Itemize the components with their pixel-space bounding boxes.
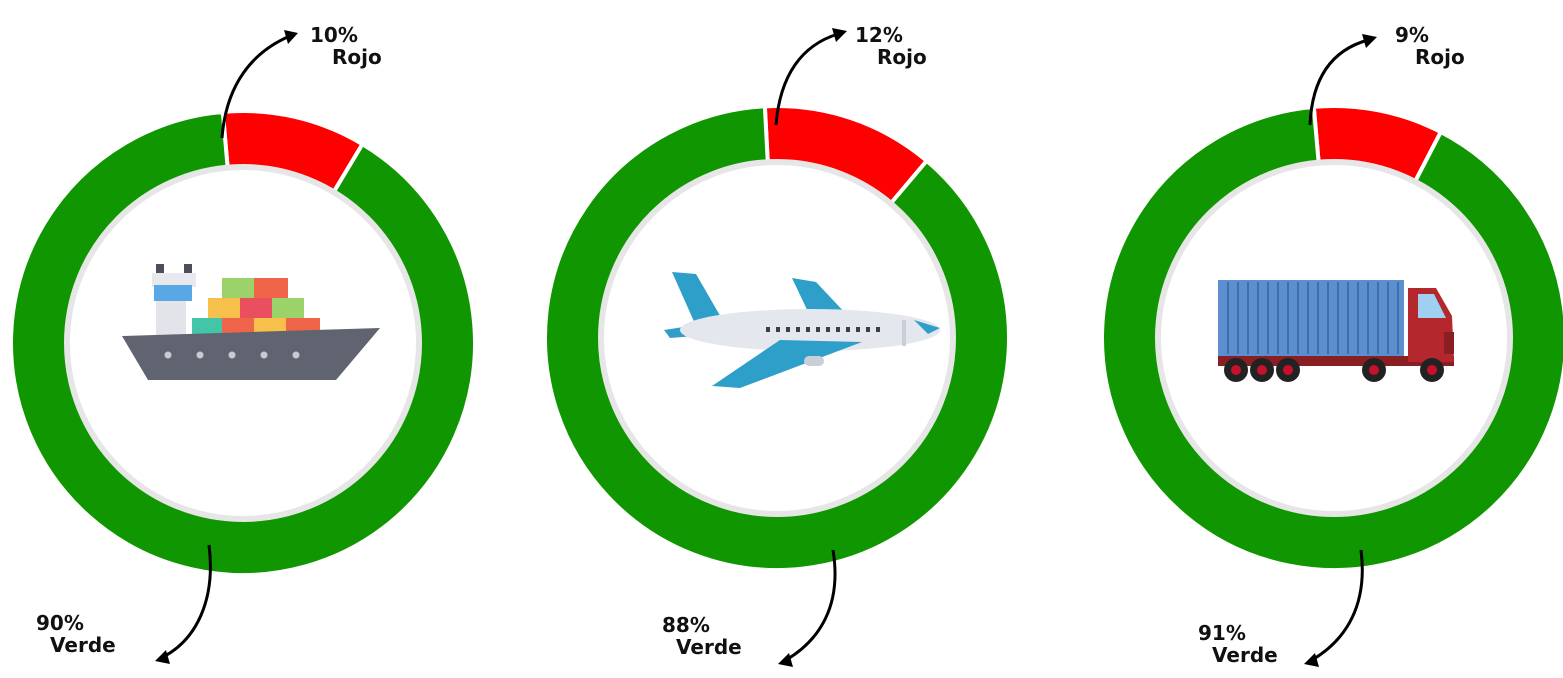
- arrow-rojo: [1308, 38, 1369, 126]
- arrowhead-verde: [1304, 653, 1319, 667]
- donut-svg: [9, 30, 477, 664]
- donut-arcs: [9, 109, 477, 577]
- donut-chart-airplane: 12% Rojo 88% Verde: [520, 0, 1040, 678]
- donut-chart-ship: 10% Rojo 90% Verde: [0, 0, 520, 678]
- ship-icon: [122, 264, 380, 380]
- name-rojo: Rojo: [877, 45, 927, 69]
- name-verde: Verde: [1212, 643, 1278, 667]
- donut-svg: [1100, 34, 1563, 667]
- donut-svg: [543, 28, 1011, 667]
- truck-icon: [1218, 280, 1454, 382]
- label-verde: 88% Verde: [662, 614, 742, 658]
- donut-arcs: [543, 104, 1011, 572]
- name-verde: Verde: [50, 633, 116, 657]
- inner-ring: [64, 164, 422, 522]
- arrow-verde: [785, 549, 837, 662]
- arrowhead-verde: [778, 653, 793, 667]
- name-rojo: Rojo: [332, 45, 382, 69]
- label-rojo: 9% Rojo: [1395, 24, 1465, 68]
- pct-verde: 90%: [36, 611, 84, 635]
- label-verde: 90% Verde: [36, 612, 116, 656]
- pct-rojo: 10%: [310, 23, 358, 47]
- name-verde: Verde: [676, 635, 742, 659]
- slice-verde: [1100, 104, 1563, 572]
- arrowhead-rojo: [1362, 34, 1377, 48]
- airplane-icon: [664, 272, 940, 388]
- label-verde: 91% Verde: [1198, 622, 1278, 666]
- slice-verde: [9, 109, 477, 577]
- arrowhead-rojo: [284, 30, 298, 44]
- slice-verde: [543, 104, 1011, 572]
- label-rojo: 10% Rojo: [310, 24, 382, 68]
- inner-ring: [598, 159, 956, 517]
- donut-chart-truck: 9% Rojo 91% Verde: [1040, 0, 1563, 678]
- name-rojo: Rojo: [1415, 45, 1465, 69]
- arrowhead-verde: [155, 650, 170, 664]
- arrow-verde: [1311, 549, 1364, 662]
- arrow-rojo: [774, 32, 839, 126]
- pct-verde: 88%: [662, 613, 710, 637]
- pct-verde: 91%: [1198, 621, 1246, 645]
- arrowhead-rojo: [832, 28, 847, 42]
- pct-rojo: 9%: [1395, 23, 1429, 47]
- arrow-verde: [162, 544, 212, 659]
- label-rojo: 12% Rojo: [855, 24, 927, 68]
- inner-ring: [1155, 159, 1513, 517]
- pct-rojo: 12%: [855, 23, 903, 47]
- arrow-rojo: [220, 34, 291, 139]
